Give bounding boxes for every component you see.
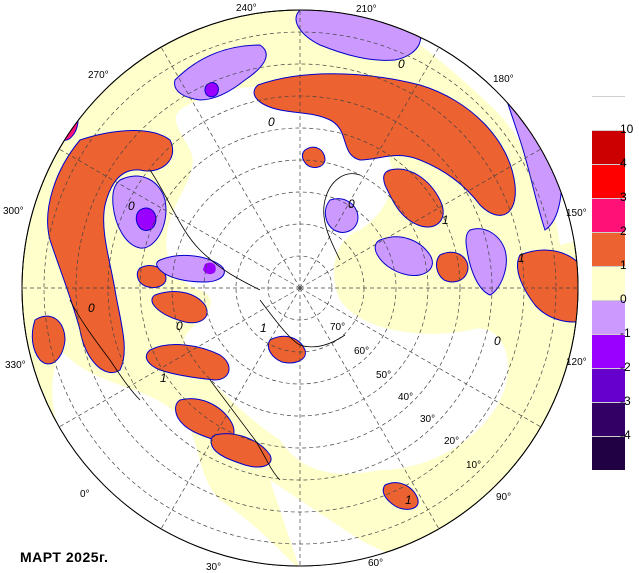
- legend-swatch: [592, 300, 625, 334]
- lon-label: 330°: [5, 360, 26, 371]
- latitude-labels: 70° 60° 50° 40° 30° 20° 10°: [330, 322, 481, 471]
- lon-label: 180°: [493, 74, 514, 85]
- legend-swatch: [592, 402, 625, 436]
- contour-label: 1: [260, 321, 267, 335]
- lat-label: 20°: [444, 436, 459, 447]
- legend-swatch: [592, 198, 625, 232]
- lon-label: 0°: [80, 489, 90, 500]
- legend-label: 4: [620, 156, 627, 170]
- contour-label: 0: [128, 199, 135, 213]
- lon-label: 300°: [3, 206, 24, 217]
- anomaly-area-alaska: [302, 146, 326, 168]
- lat-label: 50°: [376, 370, 391, 381]
- lat-label: 40°: [398, 392, 413, 403]
- legend-label: 2: [620, 224, 627, 238]
- legend-label: -2: [620, 360, 631, 374]
- indian-region: [270, 480, 420, 566]
- lon-label: 120°: [566, 357, 587, 368]
- anomaly-area-east-asia: [517, 249, 578, 323]
- lat-label: 70°: [330, 322, 345, 333]
- legend-label: 1: [620, 258, 627, 272]
- legend-swatch: [592, 164, 625, 198]
- arctic-region: [166, 86, 509, 474]
- lon-label: 90°: [496, 492, 511, 503]
- contour-label: 1: [160, 371, 167, 385]
- lat-label: 10°: [466, 460, 481, 471]
- contour-label: 0: [88, 301, 95, 315]
- legend-swatch: [592, 334, 625, 368]
- legend-swatch: [592, 266, 625, 300]
- anomaly-area-scandinavia: [267, 335, 306, 364]
- contour-label: 1: [518, 251, 525, 265]
- meridians: [22, 10, 578, 566]
- lon-label: 270°: [88, 70, 109, 81]
- legend-label: -3: [620, 394, 631, 408]
- legend-swatch: [592, 96, 625, 130]
- contour-label: 0: [176, 319, 183, 333]
- lat-label: 30°: [420, 414, 435, 425]
- lon-label: 60°: [368, 558, 383, 569]
- contour-labels: 0 0 0 0 0 1 1 1 1 1 0 0: [88, 57, 525, 507]
- legend-label: -1: [620, 326, 631, 340]
- legend-swatch: [592, 232, 625, 266]
- anomaly-area-hudson-strong-neg: [203, 262, 216, 275]
- lon-label: 30°: [206, 562, 221, 573]
- legend: [592, 96, 625, 476]
- pacific-region: [420, 10, 578, 245]
- contour-label: 1: [442, 213, 449, 227]
- anomaly-area-north-america-east: [145, 344, 230, 381]
- legend-label: -4: [620, 428, 631, 442]
- lat-label: 60°: [354, 346, 369, 357]
- legend-label: 10: [620, 122, 634, 136]
- anomaly-area-canada-strong-neg: [135, 207, 157, 231]
- coastlines: [69, 169, 361, 481]
- map-caption: МАРТ 2025г.: [20, 549, 109, 565]
- anomaly-area-siberia: [383, 168, 444, 228]
- legend-label: 3: [620, 190, 627, 204]
- lon-label: 150°: [566, 208, 587, 219]
- legend-swatch: [592, 368, 625, 402]
- legend-swatch: [592, 130, 625, 164]
- contour-label: 0: [398, 57, 405, 71]
- anomaly-area-canada: [151, 291, 208, 324]
- anomaly-area-hudson-neg: [156, 255, 225, 283]
- contour-label: 0: [348, 197, 355, 211]
- lon-label: 240°: [236, 3, 257, 14]
- longitude-labels: 240° 210° 180° 150° 120° 90° 60° 30° 0° …: [3, 3, 587, 573]
- anomaly-area-siberia-neg: [374, 236, 433, 277]
- anomaly-area-baikal: [436, 251, 469, 283]
- atlantic-region: [52, 350, 300, 566]
- anomaly-area-baltic-neg: [465, 228, 507, 296]
- anomaly-area-bering: [174, 44, 267, 101]
- anomaly-area-north-america-west: [47, 130, 174, 373]
- legend-swatch: [592, 436, 625, 470]
- anomaly-area-greenland-west: [31, 315, 66, 365]
- legend-label: 0: [620, 292, 627, 306]
- lon-label: 210°: [356, 4, 377, 15]
- contour-label: 0: [494, 334, 501, 348]
- contour-label: 1: [405, 493, 412, 507]
- anomaly-area-bering-strong-neg: [204, 82, 219, 98]
- contour-label: 0: [268, 115, 275, 129]
- anomaly-area-alaska-peak: [49, 137, 59, 150]
